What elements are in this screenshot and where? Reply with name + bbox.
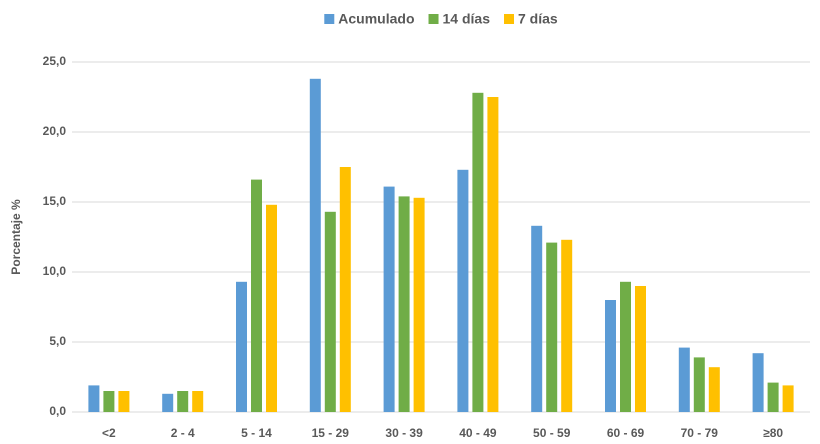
x-tick-label: 15 - 29 [312,426,350,440]
bar [103,391,115,412]
y-tick-label: 10,0 [43,264,67,278]
bar [398,196,410,412]
x-tick-label: 2 - 4 [171,426,195,440]
y-tick-label: 5,0 [49,334,66,348]
legend: Acumulado 14 días 7 días [324,11,558,27]
x-tick-label: <2 [102,426,116,440]
bar [413,197,425,412]
x-tick-label: 5 - 14 [241,426,272,440]
legend-label: 7 días [518,11,558,27]
x-tick-label: 50 - 59 [533,426,571,440]
bar [561,239,573,412]
bar [88,385,100,412]
y-tick-label: 25,0 [43,54,67,68]
bar [487,97,499,412]
bar [782,385,794,412]
bar [118,391,130,412]
bar [708,367,720,412]
bar [266,204,277,412]
bar [620,281,631,412]
bar [752,353,764,412]
bar [767,382,779,412]
x-tick-label: 60 - 69 [607,426,645,440]
bar [383,186,395,412]
x-tick-label: ≥80 [763,426,783,440]
y-axis-title: Porcentaje % [9,199,23,275]
bar [635,286,646,412]
bar [546,242,558,412]
bar [177,391,189,412]
x-tick-label: 70 - 79 [681,426,719,440]
bar [678,347,690,412]
bar [324,211,336,412]
bar [472,92,484,413]
bar [605,300,616,412]
bar [236,281,247,412]
bar [251,179,262,412]
bar [457,169,469,412]
x-tick-label: 40 - 49 [459,426,497,440]
x-tick-label: 30 - 39 [385,426,423,440]
bar [162,393,174,412]
bar [339,167,351,412]
y-tick-label: 0,0 [49,404,66,418]
bar [693,357,705,412]
legend-label: Acumulado [338,11,414,27]
y-tick-label: 15,0 [43,194,67,208]
bar [192,391,204,412]
y-tick-label: 20,0 [43,124,67,138]
legend-label: 14 días [443,11,491,27]
legend-swatch [428,14,439,24]
legend-swatch [504,14,515,24]
legend-swatch [324,14,335,24]
bar [531,225,543,412]
bar [309,78,321,413]
